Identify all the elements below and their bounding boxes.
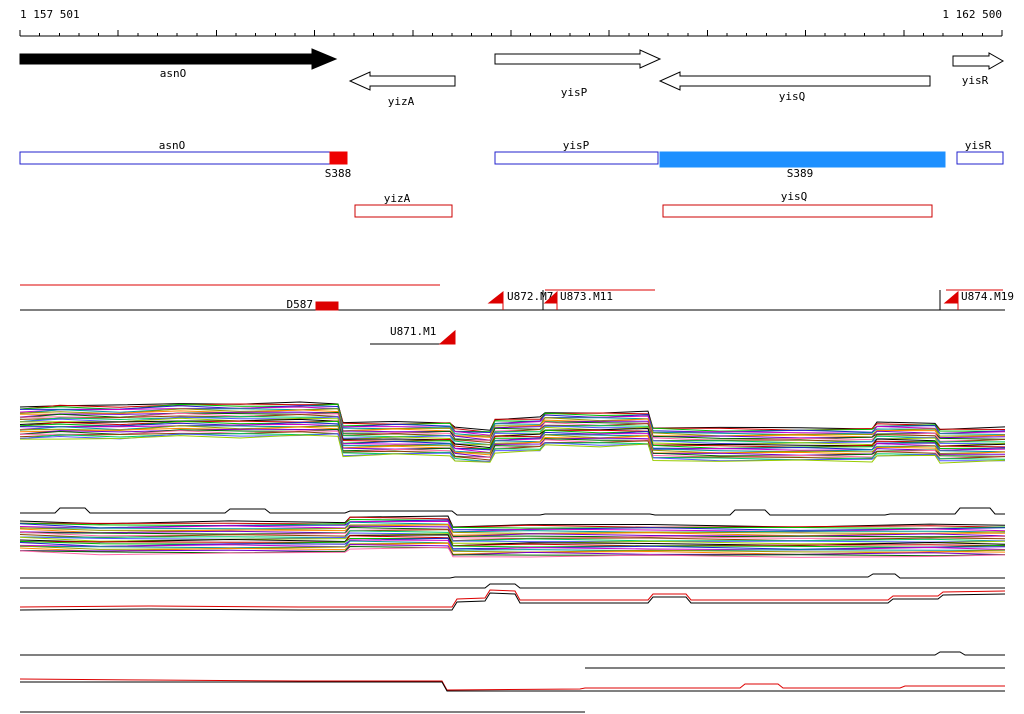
gene-arrow-shape[interactable] bbox=[658, 71, 931, 91]
gene-box-S389[interactable]: S389 bbox=[659, 151, 946, 180]
gene-arrow-label: yizA bbox=[388, 95, 415, 108]
gene-box-shape[interactable] bbox=[494, 151, 659, 165]
gene-box-label: yisR bbox=[965, 139, 992, 152]
tu-flag-shape[interactable] bbox=[487, 290, 504, 304]
profile-line bbox=[19, 519, 1006, 531]
profile-line bbox=[20, 573, 1005, 579]
profile-line bbox=[19, 420, 1006, 450]
gene-box-S388[interactable]: S388 bbox=[325, 151, 352, 180]
tu-flag-shape[interactable] bbox=[943, 290, 959, 304]
expression-panel-4 bbox=[19, 651, 1005, 713]
profile-line bbox=[19, 403, 1006, 433]
gene-arrow-shape[interactable] bbox=[348, 71, 456, 91]
operon-box-label: yisQ bbox=[781, 190, 808, 203]
profile-line bbox=[19, 428, 1006, 458]
tu-box-D587[interactable]: D587 bbox=[287, 298, 339, 311]
gene-arrow-label: yisR bbox=[962, 74, 989, 87]
profile-line bbox=[19, 678, 1005, 691]
gene-arrow-yizA[interactable]: yizA bbox=[348, 71, 456, 108]
gene-arrow-yisQ[interactable]: yisQ bbox=[658, 71, 931, 103]
gene-box-label: yisP bbox=[563, 139, 590, 152]
gene-arrow-shape[interactable] bbox=[952, 52, 1005, 70]
expression-panel-1 bbox=[19, 401, 1006, 464]
gene-arrow-yisR[interactable]: yisR bbox=[952, 52, 1005, 87]
profile-line bbox=[19, 416, 1006, 446]
profile-line bbox=[20, 583, 1005, 589]
profile-line bbox=[20, 507, 1005, 516]
profile-line bbox=[20, 434, 1006, 464]
expression-panel-2 bbox=[19, 507, 1006, 558]
tu-flag-shape[interactable] bbox=[438, 329, 456, 345]
tu-box-shape[interactable] bbox=[315, 301, 339, 311]
ruler-end-label: 1 162 500 bbox=[942, 8, 1002, 21]
gene-box-label: S389 bbox=[787, 167, 814, 180]
gene-arrow-shape[interactable] bbox=[494, 49, 662, 69]
tu-flag-label: U871.M1 bbox=[390, 325, 436, 338]
gene-arrow-label: yisQ bbox=[779, 90, 806, 103]
gene-arrow-label: yisP bbox=[561, 86, 588, 99]
gene-box-yisP[interactable]: yisP bbox=[494, 139, 659, 165]
profile-line bbox=[19, 433, 1006, 462]
profile-line bbox=[19, 589, 1006, 608]
tu-box-label: D587 bbox=[287, 298, 314, 311]
gene-arrow-asnO[interactable]: asnO bbox=[19, 48, 338, 80]
operon-box-yisQ[interactable]: yisQ bbox=[662, 190, 933, 218]
tu-flag-U873.M11[interactable]: U873.M11 bbox=[543, 290, 613, 310]
profile-line bbox=[19, 537, 1006, 550]
operon-box-label: yizA bbox=[384, 192, 411, 205]
profile-line bbox=[19, 424, 1006, 454]
gene-box-label: S388 bbox=[325, 167, 352, 180]
tu-flag-label: U872.M7 bbox=[507, 290, 553, 303]
gene-arrow-shape[interactable] bbox=[19, 48, 338, 70]
gene-box-shape[interactable] bbox=[329, 151, 348, 165]
tu-flag-shape[interactable] bbox=[543, 290, 558, 304]
gene-box-shape[interactable] bbox=[659, 151, 946, 168]
gene-box-shape[interactable] bbox=[956, 151, 1004, 165]
gene-box-label: asnO bbox=[159, 139, 186, 152]
gene-arrow-label: asnO bbox=[160, 67, 187, 80]
operon-box-yizA[interactable]: yizA bbox=[354, 192, 453, 218]
profile-line bbox=[19, 416, 1006, 446]
tu-flag-U874.M19[interactable]: U874.M19 bbox=[943, 290, 1014, 310]
profile-line bbox=[19, 407, 1006, 437]
profile-line bbox=[19, 592, 1006, 611]
gene-box-asnO[interactable]: asnO bbox=[19, 139, 331, 165]
profile-line bbox=[19, 411, 1006, 442]
gene-arrow-yisP[interactable]: yisP bbox=[494, 49, 662, 99]
ruler bbox=[19, 30, 1003, 37]
profile-line bbox=[20, 681, 1005, 692]
profile-line bbox=[19, 433, 1006, 463]
profile-line bbox=[19, 403, 1006, 433]
tu-flag-label: U874.M19 bbox=[961, 290, 1014, 303]
gene-box-yisR[interactable]: yisR bbox=[956, 139, 1004, 165]
operon-box-shape[interactable] bbox=[354, 204, 453, 218]
tu-flag-U871.M1[interactable]: U871.M1 bbox=[390, 325, 456, 345]
gene-box-shape[interactable] bbox=[19, 151, 331, 165]
ruler-start-label: 1 157 501 bbox=[20, 8, 80, 21]
profile-line bbox=[19, 420, 1006, 450]
profile-line bbox=[19, 408, 1006, 437]
operon-box-shape[interactable] bbox=[662, 204, 933, 218]
profile-line bbox=[20, 651, 1005, 656]
tu-flag-label: U873.M11 bbox=[560, 290, 613, 303]
expression-panel-3 bbox=[19, 573, 1006, 611]
tu-flag-U872.M7[interactable]: U872.M7 bbox=[487, 290, 553, 310]
profile-line bbox=[19, 524, 1006, 537]
profile-line bbox=[19, 546, 1006, 558]
